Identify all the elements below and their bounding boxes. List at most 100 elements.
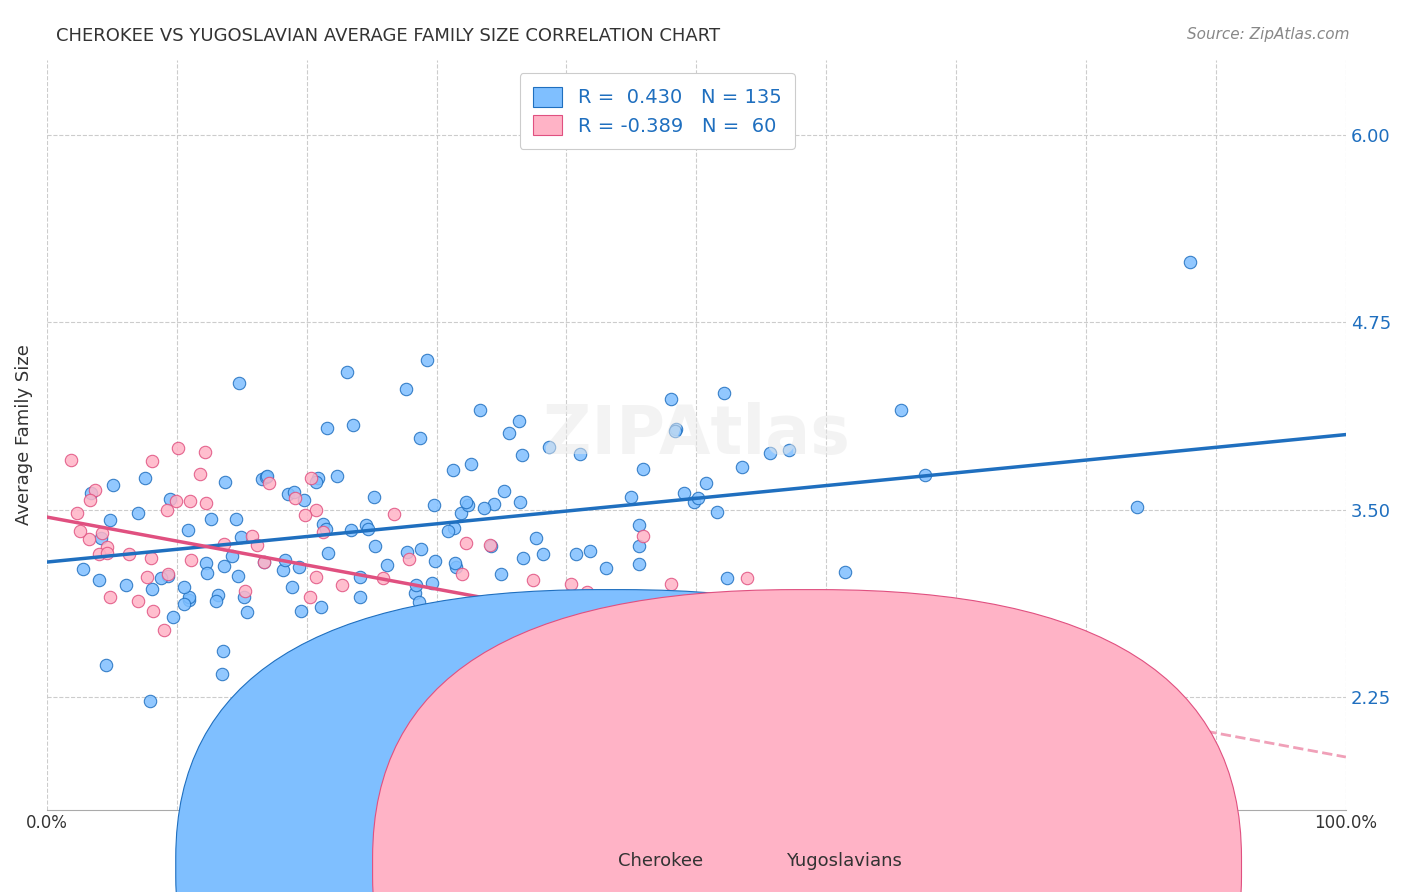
Point [200, 512, 222, 526]
Point [436, 622, 458, 636]
Point [778, 443, 800, 458]
Point [179, 593, 201, 607]
Point [631, 462, 654, 476]
Point [142, 604, 165, 618]
Point [236, 605, 259, 619]
Point [127, 594, 149, 608]
Point [627, 557, 650, 571]
Point [316, 546, 339, 560]
Point [180, 553, 202, 567]
Point [177, 590, 200, 604]
Point [890, 402, 912, 417]
Point [620, 490, 643, 504]
Point [664, 424, 686, 438]
Point [256, 469, 278, 483]
Point [330, 578, 353, 592]
Point [659, 577, 682, 591]
Point [382, 508, 405, 522]
Point [277, 487, 299, 501]
Point [457, 498, 479, 512]
Point [524, 532, 547, 546]
Point [1178, 255, 1201, 269]
Point [252, 473, 274, 487]
Point [59, 453, 82, 467]
Point [188, 467, 211, 481]
Point [253, 555, 276, 569]
Point [91, 526, 114, 541]
Point [228, 569, 250, 583]
Point [423, 498, 446, 512]
Point [176, 523, 198, 537]
Point [89, 532, 111, 546]
Point [66, 506, 89, 520]
Point [482, 497, 505, 511]
Point [214, 559, 236, 574]
Point [468, 403, 491, 417]
Point [498, 425, 520, 440]
Point [479, 540, 502, 554]
Point [257, 475, 280, 490]
Point [284, 491, 307, 506]
Point [292, 493, 315, 508]
Point [731, 459, 754, 474]
Point [194, 496, 217, 510]
Point [425, 554, 447, 568]
Point [409, 542, 432, 557]
Point [912, 757, 935, 772]
Point [579, 543, 602, 558]
Point [628, 517, 651, 532]
Point [373, 572, 395, 586]
Point [228, 376, 250, 390]
Point [80, 485, 103, 500]
Point [77, 533, 100, 547]
Point [460, 458, 482, 472]
Point [454, 495, 477, 509]
Point [834, 565, 856, 579]
Point [682, 495, 704, 509]
Point [659, 392, 682, 406]
Point [522, 573, 544, 587]
Point [575, 671, 598, 685]
Point [340, 691, 363, 706]
Point [489, 567, 512, 582]
Point [416, 353, 439, 368]
Point [404, 585, 426, 599]
Point [494, 483, 516, 498]
Point [472, 501, 495, 516]
Point [283, 484, 305, 499]
Point [766, 632, 789, 646]
Point [408, 595, 430, 609]
Point [195, 566, 218, 581]
Point [443, 521, 465, 535]
Point [150, 571, 173, 585]
Point [194, 444, 217, 458]
Point [444, 560, 467, 574]
Point [555, 624, 578, 638]
Text: Cherokee: Cherokee [619, 852, 703, 870]
Point [211, 667, 233, 681]
Point [673, 486, 696, 500]
Point [576, 584, 599, 599]
Point [396, 545, 419, 559]
Point [316, 421, 339, 435]
Point [221, 549, 243, 564]
Point [508, 415, 530, 429]
Point [631, 528, 654, 542]
Point [311, 516, 333, 531]
Point [363, 539, 385, 553]
Point [509, 494, 531, 508]
Point [242, 685, 264, 699]
Y-axis label: Average Family Size: Average Family Size [15, 344, 32, 525]
Point [309, 599, 332, 614]
Point [118, 548, 141, 562]
Point [205, 594, 228, 608]
Point [375, 558, 398, 572]
Point [233, 591, 256, 605]
Point [305, 569, 328, 583]
Point [560, 577, 582, 591]
Point [159, 491, 181, 506]
Text: Source: ZipAtlas.com: Source: ZipAtlas.com [1187, 27, 1350, 42]
Point [179, 494, 201, 508]
Point [512, 550, 534, 565]
Point [357, 522, 380, 536]
